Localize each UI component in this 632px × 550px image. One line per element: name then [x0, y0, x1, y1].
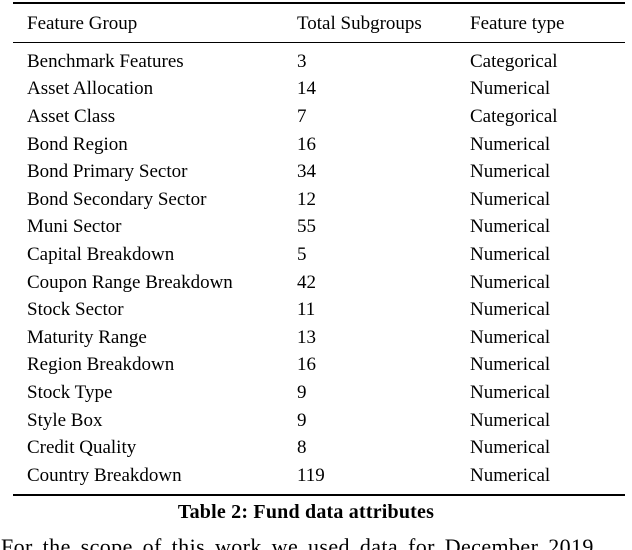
- cell-total-subgroups: 7: [297, 105, 307, 127]
- cell-total-subgroups: 3: [297, 50, 307, 72]
- cell-total-subgroups: 34: [297, 161, 316, 183]
- cell-feature-group: Bond Secondary Sector: [27, 188, 207, 210]
- cell-feature-type: Numerical: [470, 437, 551, 459]
- cell-total-subgroups: 8: [297, 437, 307, 459]
- cell-feature-group: Style Box: [27, 409, 103, 431]
- cell-feature-group: Coupon Range Breakdown: [27, 271, 233, 293]
- cell-feature-group: Region Breakdown: [27, 354, 175, 376]
- cell-feature-group: Maturity Range: [27, 326, 147, 348]
- cell-feature-type: Numerical: [470, 299, 551, 321]
- table-row: Bond Region 16 Numerical: [27, 131, 625, 159]
- table-body: Benchmark Features 3 Categorical Asset A…: [13, 43, 625, 496]
- cell-total-subgroups: 11: [297, 299, 316, 321]
- table-row: Credit Quality 8 Numerical: [27, 434, 625, 462]
- cell-total-subgroups: 16: [297, 354, 316, 376]
- table-row: Benchmark Features 3 Categorical: [27, 48, 625, 76]
- table-row: Bond Secondary Sector 12 Numerical: [27, 186, 625, 214]
- table-row: Asset Allocation 14 Numerical: [27, 76, 625, 104]
- table-row: Coupon Range Breakdown 42 Numerical: [27, 269, 625, 297]
- cell-total-subgroups: 5: [297, 243, 307, 265]
- table-row: Style Box 9 Numerical: [27, 407, 625, 435]
- cell-feature-type: Categorical: [470, 105, 558, 127]
- table-row: Stock Sector 11 Numerical: [27, 296, 625, 324]
- cell-total-subgroups: 55: [297, 216, 316, 238]
- cell-feature-type: Numerical: [470, 409, 551, 431]
- cell-total-subgroups: 12: [297, 188, 316, 210]
- cell-total-subgroups: 42: [297, 271, 316, 293]
- cell-total-subgroups: 13: [297, 326, 316, 348]
- cell-feature-group: Benchmark Features: [27, 50, 184, 72]
- table-row: Asset Class 7 Categorical: [27, 103, 625, 131]
- cell-feature-type: Categorical: [470, 50, 558, 72]
- cell-feature-group: Country Breakdown: [27, 464, 182, 486]
- column-header-feature-type: Feature type: [470, 13, 565, 34]
- table-row: Capital Breakdown 5 Numerical: [27, 241, 625, 269]
- cell-feature-group: Muni Sector: [27, 216, 122, 238]
- cell-feature-group: Bond Primary Sector: [27, 161, 188, 183]
- cell-feature-group: Capital Breakdown: [27, 243, 175, 265]
- table-row: Bond Primary Sector 34 Numerical: [27, 158, 625, 186]
- cell-total-subgroups: 16: [297, 133, 316, 155]
- fund-data-table: Feature Group Total Subgroups Feature ty…: [13, 2, 625, 496]
- cell-feature-type: Numerical: [470, 354, 551, 376]
- cell-feature-group: Asset Class: [27, 105, 116, 127]
- cell-feature-type: Numerical: [470, 133, 551, 155]
- cell-feature-type: Numerical: [470, 464, 551, 486]
- column-header-total-subgroups: Total Subgroups: [297, 13, 422, 34]
- table-row: Stock Type 9 Numerical: [27, 379, 625, 407]
- table-row: Region Breakdown 16 Numerical: [27, 352, 625, 380]
- cell-feature-group: Credit Quality: [27, 437, 137, 459]
- cell-feature-type: Numerical: [470, 271, 551, 293]
- table-row: Maturity Range 13 Numerical: [27, 324, 625, 352]
- column-header-feature-group: Feature Group: [27, 13, 138, 34]
- cell-feature-type: Numerical: [470, 78, 551, 100]
- cell-feature-type: Numerical: [470, 243, 551, 265]
- body-paragraph-partial: For the scope of this work we used data …: [1, 534, 594, 550]
- cell-total-subgroups: 14: [297, 78, 316, 100]
- cell-feature-type: Numerical: [470, 326, 551, 348]
- cell-feature-type: Numerical: [470, 216, 551, 238]
- cell-total-subgroups: 119: [297, 464, 325, 486]
- cell-feature-group: Bond Region: [27, 133, 128, 155]
- cell-feature-type: Numerical: [470, 188, 551, 210]
- cell-feature-group: Stock Sector: [27, 299, 124, 321]
- cell-feature-group: Stock Type: [27, 381, 113, 403]
- table-header-row: Feature Group Total Subgroups Feature ty…: [13, 4, 625, 43]
- table-row: Muni Sector 55 Numerical: [27, 214, 625, 242]
- table-row: Country Breakdown 119 Numerical: [27, 462, 625, 490]
- cell-total-subgroups: 9: [297, 409, 307, 431]
- cell-feature-type: Numerical: [470, 381, 551, 403]
- table-caption: Table 2: Fund data attributes: [177, 501, 435, 523]
- cell-feature-group: Asset Allocation: [27, 78, 154, 100]
- cell-feature-type: Numerical: [470, 161, 551, 183]
- cell-total-subgroups: 9: [297, 381, 307, 403]
